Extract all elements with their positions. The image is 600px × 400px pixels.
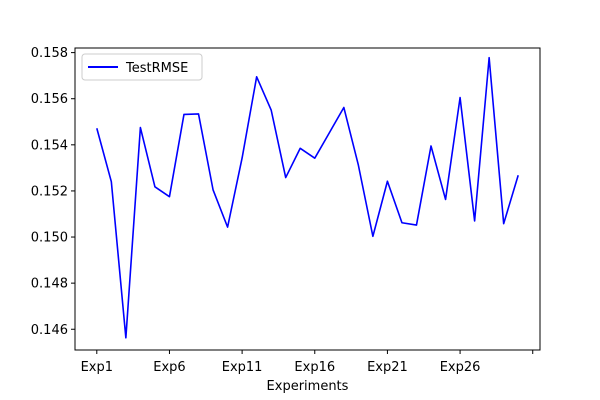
x-tick-label: Exp6 bbox=[153, 360, 185, 375]
y-tick-label: 0.158 bbox=[31, 46, 68, 61]
x-tick-label: Exp11 bbox=[222, 360, 263, 375]
x-tick-label: Exp16 bbox=[294, 360, 335, 375]
y-tick-label: 0.150 bbox=[31, 231, 68, 246]
x-tick-label: Exp26 bbox=[440, 360, 481, 375]
y-tick-label: 0.154 bbox=[31, 138, 68, 153]
series-layer bbox=[96, 56, 519, 339]
x-axis-label: Experiments bbox=[267, 379, 349, 394]
y-axis-ticks: 0.146 0.148 0.150 0.152 0.154 0.156 0.158 bbox=[31, 46, 75, 338]
legend-box bbox=[81, 53, 203, 81]
y-tick-label: 0.156 bbox=[31, 92, 68, 107]
axes-frame bbox=[74, 47, 541, 351]
plot-area bbox=[75, 48, 540, 350]
y-tick-label: 0.152 bbox=[31, 184, 68, 199]
x-tick-label: Exp1 bbox=[81, 360, 113, 375]
y-tick-label: 0.146 bbox=[31, 323, 68, 338]
x-tick-label: Exp21 bbox=[367, 360, 408, 375]
x-axis-ticks: Exp1 Exp6 Exp11 Exp16 Exp21 Exp26 bbox=[81, 350, 534, 375]
legend-entry-label: TestRMSE bbox=[125, 61, 188, 76]
series-line-0 bbox=[96, 56, 519, 339]
y-tick-label: 0.148 bbox=[31, 277, 68, 292]
legend: TestRMSE bbox=[81, 53, 203, 81]
